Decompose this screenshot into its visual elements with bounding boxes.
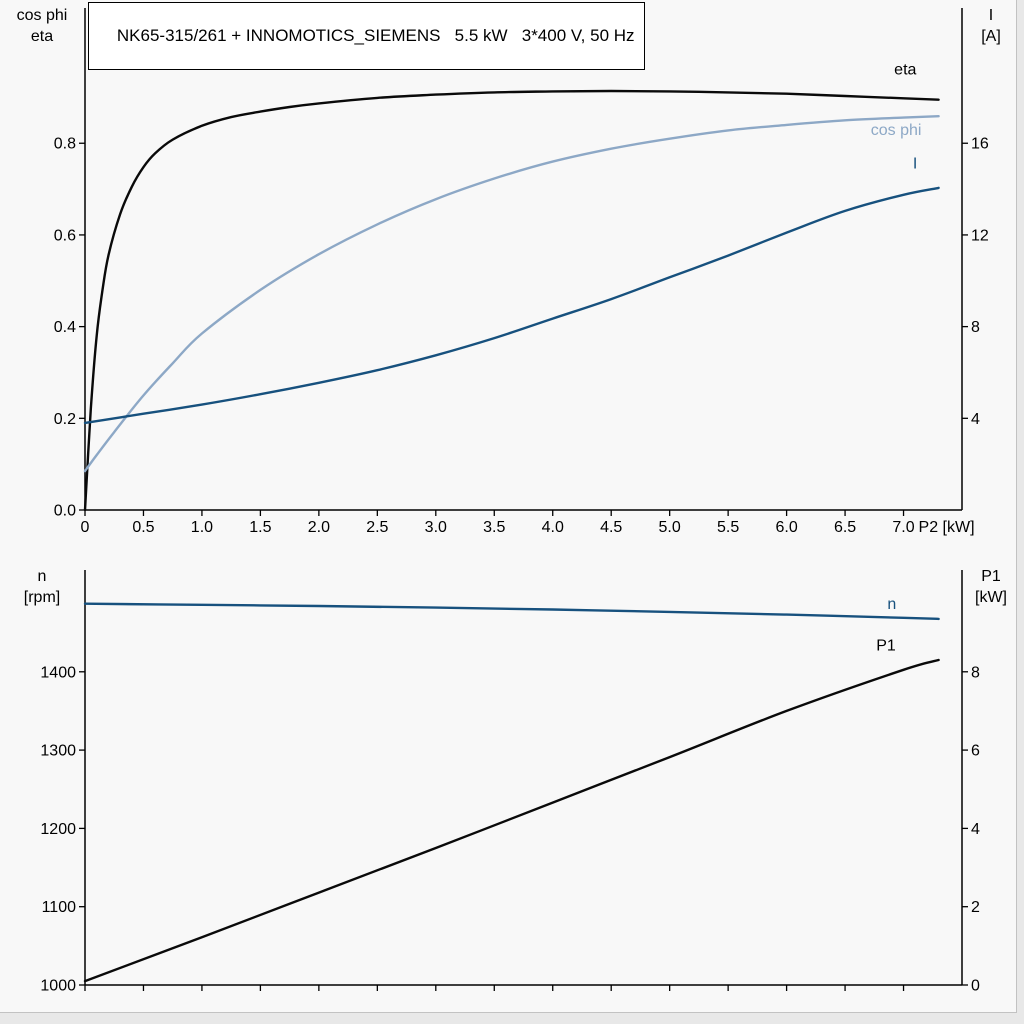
tick-label-right: 6 [971,743,980,760]
tick-label-left: 0.2 [54,411,76,428]
tick-label-left: 1300 [40,743,76,760]
bottom-chart-left-axis-title: n [rpm] [4,566,80,608]
tick-label-right: 8 [971,319,980,336]
series-input-power-curve [83,658,940,983]
p1-unit-label: [kW] [975,589,1007,606]
speed-axis-label: n [37,568,47,585]
tick-label-left: 0.6 [54,227,76,244]
eta-axis-label: eta [30,28,54,45]
tick-label-x: 4.5 [600,519,622,536]
curve-label-eta: eta [894,61,916,78]
tick-label-right: 4 [971,821,980,838]
current-axis-label: I [988,7,994,24]
top-chart-right-axis-title: I [A] [962,5,1020,47]
tick-label-x: 2.5 [366,519,388,536]
tick-label-left: 1200 [40,821,76,838]
tick-label-right: 2 [971,899,980,916]
curve-title-box: NK65-315/261 + INNOMOTICS_SIEMENS 5.5 kW… [88,2,645,70]
tick-label-x: 1.5 [249,519,271,536]
tick-label-left: 0.0 [54,503,76,520]
tick-label-x: 0 [81,519,90,536]
current-unit-label: [A] [981,28,1001,45]
tick-label-right: 4 [971,411,980,428]
tick-label-right: 0 [971,978,980,995]
bottom-chart-right-axis-title: P1 [kW] [960,566,1022,608]
x-axis-unit-label: P2 [kW] [919,519,975,536]
scrollbar-horizontal[interactable] [0,1012,1017,1024]
scrollbar-vertical[interactable] [1016,0,1024,1024]
tick-label-x: 0.5 [132,519,154,536]
tick-label-left: 1000 [40,978,76,995]
tick-label-right: 16 [971,136,989,153]
curve-title-text: NK65-315/261 + INNOMOTICS_SIEMENS 5.5 kW… [116,26,635,45]
tick-label-x: 5.5 [717,519,739,536]
curve-label-speed: n [887,596,896,613]
tick-label-x: 2.0 [308,519,330,536]
top-chart-left-axis-title: cos phi eta [4,5,80,47]
tick-label-x: 6.0 [775,519,797,536]
speed-unit-label: [rpm] [23,589,61,606]
tick-label-right: 8 [971,664,980,681]
curve-label-input-power: P1 [876,637,896,654]
tick-label-x: 3.0 [425,519,447,536]
series-eta-curve [83,89,940,512]
tick-label-left: 0.8 [54,136,76,153]
series-cos-phi-curve [83,115,940,473]
series-speed-curve [83,602,940,621]
series-current-curve [83,186,940,425]
tick-label-x: 7.0 [892,519,914,536]
cos-phi-axis-label: cos phi [16,7,68,24]
tick-label-right: 12 [971,227,989,244]
curve-label-cos-phi: cos phi [871,122,922,139]
curve-label-current: I [913,155,917,172]
tick-label-left: 1100 [42,899,77,916]
tick-label-left: 1400 [40,664,76,681]
tick-label-left: 0.4 [54,319,76,336]
p1-axis-label: P1 [981,568,1001,585]
tick-label-x: 5.0 [659,519,681,536]
tick-label-x: 1.0 [191,519,213,536]
tick-label-x: 3.5 [483,519,505,536]
tick-label-x: 4.0 [542,519,564,536]
tick-label-x: 6.5 [834,519,856,536]
